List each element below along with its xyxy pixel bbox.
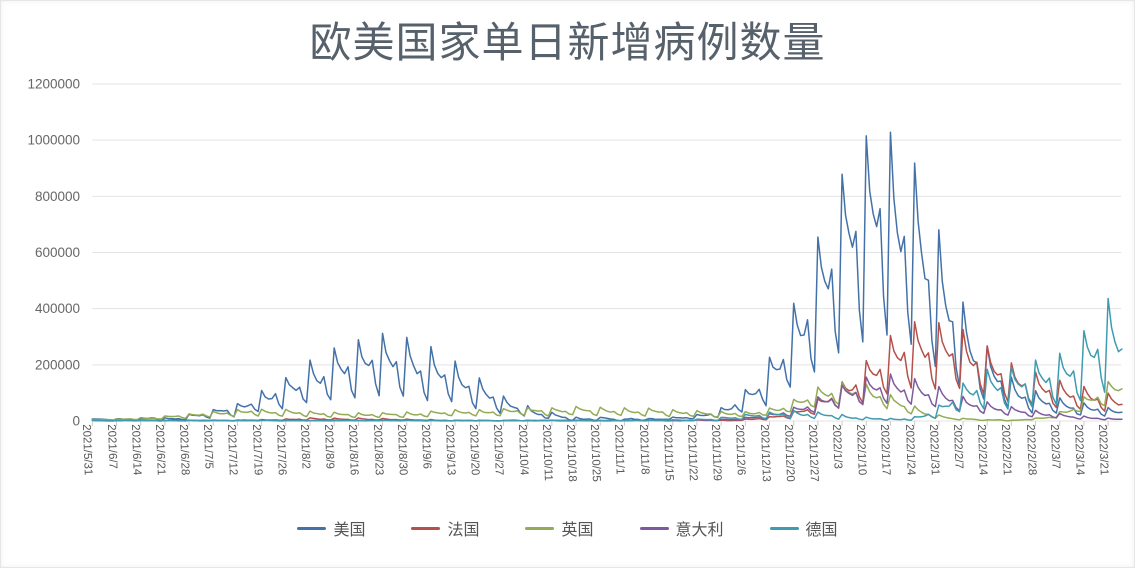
svg-text:600000: 600000 xyxy=(35,245,80,260)
svg-text:200000: 200000 xyxy=(35,357,80,372)
svg-text:1000000: 1000000 xyxy=(27,133,80,148)
svg-text:1200000: 1200000 xyxy=(27,77,80,92)
svg-text:400000: 400000 xyxy=(35,301,80,316)
svg-text:0: 0 xyxy=(72,414,80,429)
svg-text:800000: 800000 xyxy=(35,189,80,204)
